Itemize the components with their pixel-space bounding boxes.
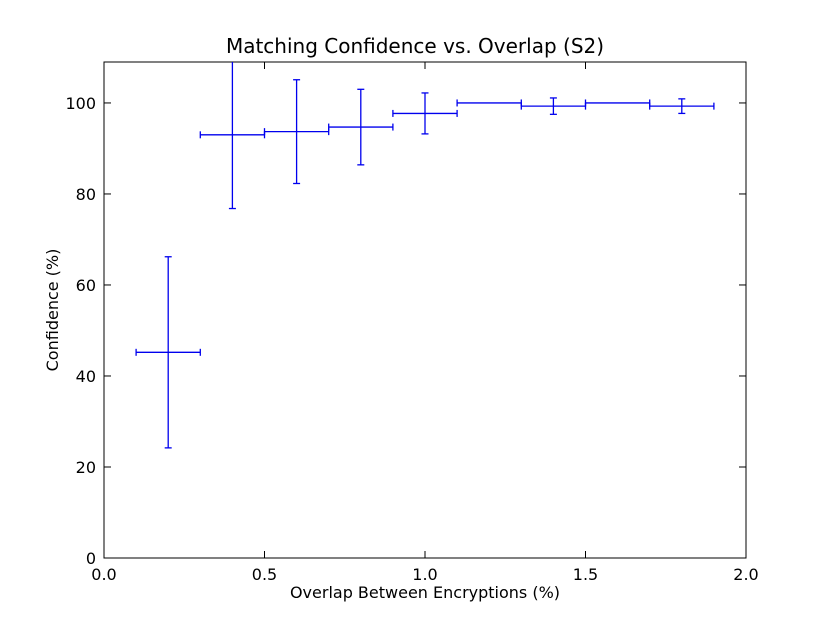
errorbar-point [520,97,587,115]
y-tick-label: 60 [76,276,96,295]
x-tick-label: 0.5 [252,565,277,584]
y-tick-label: 20 [76,458,96,477]
y-tick-label: 40 [76,367,96,386]
errorbar-point [263,79,330,185]
errorbar-point [328,88,394,166]
x-tick-label: 2.0 [733,565,758,584]
errorbar-point [456,99,522,107]
y-tick-label: 0 [86,549,96,568]
x-axis-label: Overlap Between Encryptions (%) [290,583,560,602]
axis-ticks: 0.0 0.5 1.0 1.5 2.0 0 20 40 60 80 100 [65,62,759,584]
errorbar-point [392,92,458,135]
errorbar-point [199,62,266,210]
errorbar-point [135,256,201,449]
errorbar-series [135,62,715,449]
x-tick-label: 0.0 [91,565,116,584]
errorbar-point [649,98,715,115]
x-tick-label: 1.5 [573,565,598,584]
y-tick-label: 100 [65,94,96,113]
y-axis-label: Confidence (%) [43,249,62,372]
x-tick-label: 1.0 [412,565,437,584]
y-tick-label: 80 [76,185,96,204]
chart-title: Matching Confidence vs. Overlap (S2) [226,34,604,58]
errorbar-point [584,99,651,107]
